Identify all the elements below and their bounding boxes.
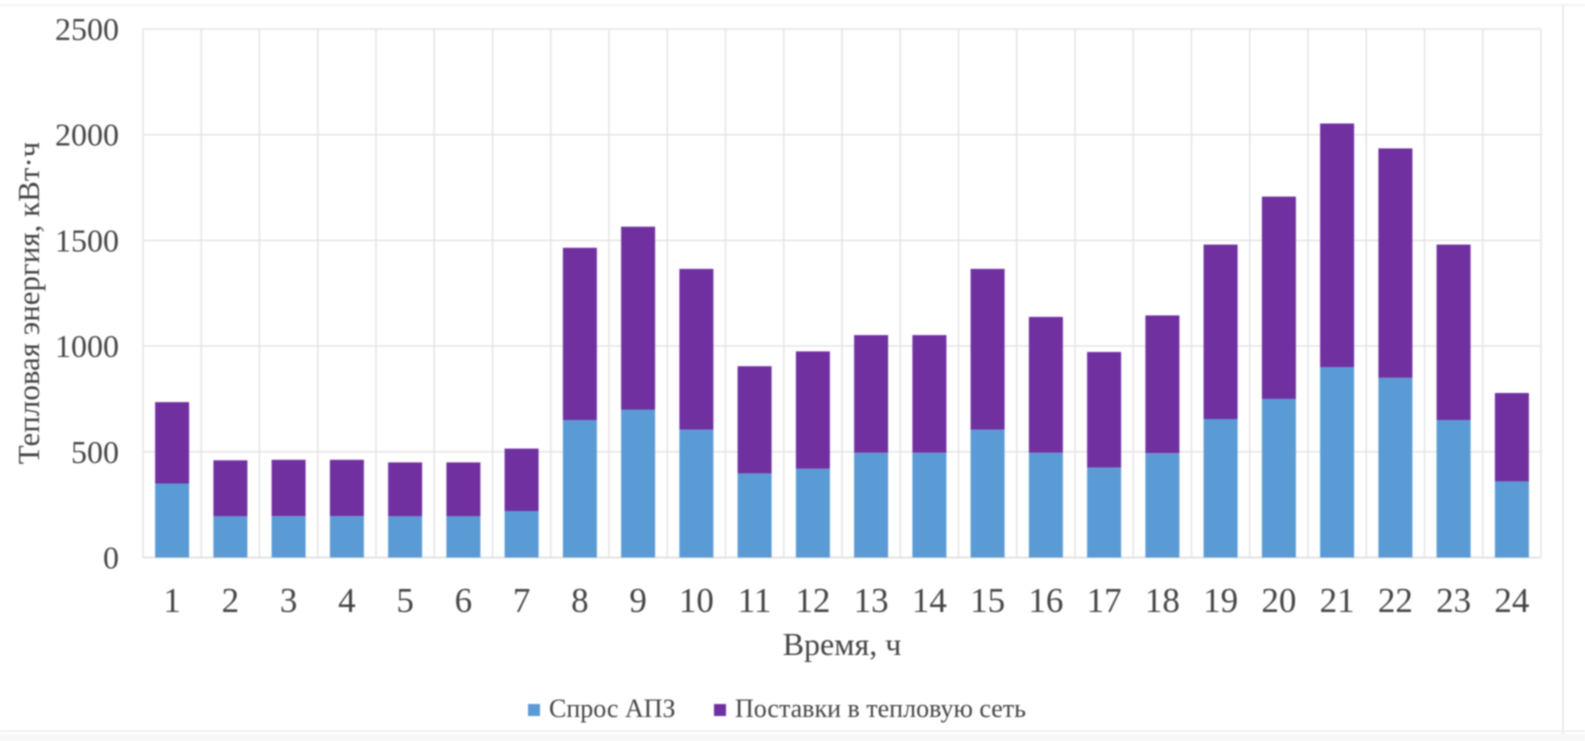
svg-text:3: 3 — [280, 581, 298, 620]
svg-text:6: 6 — [455, 581, 473, 620]
svg-text:13: 13 — [854, 581, 889, 620]
svg-text:23: 23 — [1436, 581, 1471, 620]
svg-text:500: 500 — [71, 434, 119, 470]
svg-text:24: 24 — [1494, 581, 1529, 620]
svg-text:12: 12 — [795, 581, 830, 620]
svg-text:Спрос АПЗ: Спрос АПЗ — [549, 694, 676, 723]
svg-text:2500: 2500 — [55, 11, 119, 47]
svg-text:1000: 1000 — [55, 328, 119, 364]
svg-text:7: 7 — [513, 581, 531, 620]
svg-text:17: 17 — [1087, 581, 1122, 620]
svg-text:14: 14 — [912, 581, 947, 620]
svg-text:8: 8 — [571, 581, 589, 620]
svg-text:Поставки в тепловую сеть: Поставки в тепловую сеть — [735, 694, 1026, 723]
svg-text:16: 16 — [1028, 581, 1063, 620]
svg-text:1: 1 — [163, 581, 181, 620]
svg-text:19: 19 — [1203, 581, 1238, 620]
svg-text:21: 21 — [1320, 581, 1355, 620]
svg-text:5: 5 — [396, 581, 414, 620]
svg-text:10: 10 — [679, 581, 714, 620]
svg-text:2: 2 — [222, 581, 240, 620]
svg-text:18: 18 — [1145, 581, 1180, 620]
svg-text:22: 22 — [1378, 581, 1413, 620]
svg-text:4: 4 — [338, 581, 356, 620]
svg-text:20: 20 — [1261, 581, 1296, 620]
svg-text:15: 15 — [970, 581, 1005, 620]
svg-text:0: 0 — [103, 540, 119, 576]
svg-text:2000: 2000 — [55, 117, 119, 153]
svg-text:9: 9 — [629, 581, 647, 620]
svg-text:Время, ч: Время, ч — [783, 626, 902, 662]
svg-text:11: 11 — [738, 581, 772, 620]
svg-text:Тепловая энергия, кВт·ч: Тепловая энергия, кВт·ч — [11, 142, 46, 465]
svg-text:1500: 1500 — [55, 222, 119, 258]
